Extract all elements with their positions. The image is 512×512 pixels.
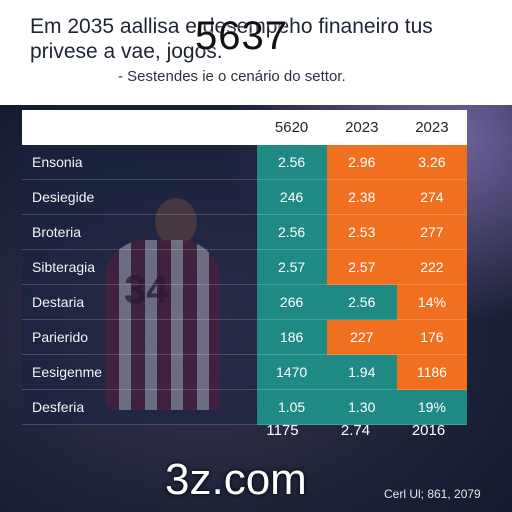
table-cell: 14%	[396, 284, 467, 320]
total-value: 2.74	[340, 422, 371, 439]
table-cell: 1.30	[326, 389, 397, 425]
table-header-blank	[22, 110, 257, 145]
row-label: Desiegide	[22, 179, 257, 215]
table-cell: 274	[396, 179, 467, 215]
table-row: Sibteragia 2.57 2.57 222	[22, 249, 467, 285]
page-subtitle: - Sestendes ie o cenário do settor.	[118, 68, 346, 85]
column-header: 5620	[256, 110, 327, 145]
table-cell: 2.56	[256, 145, 327, 180]
table-cell: 186	[256, 319, 327, 355]
table-cell: 266	[256, 284, 327, 320]
footnote: Cerl Ul; 861, 2079	[384, 487, 481, 501]
table-cell: 176	[396, 319, 467, 355]
header-panel: Em 2035 aallisa e desempeho finaneiro tu…	[0, 0, 512, 105]
table-row: Destaria 266 2.56 14%	[22, 284, 467, 320]
table-cell: 2.96	[326, 145, 397, 180]
table-cell: 2.56	[256, 214, 327, 250]
table-cell: 3.26	[396, 145, 467, 180]
table-cell: 222	[396, 249, 467, 285]
page-title: Em 2035 aallisa e desempeho finaneiro tu…	[30, 15, 433, 63]
table-row: Desferia 1.05 1.30 19%	[22, 389, 467, 425]
row-label: Sibteragia	[22, 249, 257, 285]
row-label: Broteria	[22, 214, 257, 250]
row-label: Parierido	[22, 319, 257, 355]
table-cell: 2.38	[326, 179, 397, 215]
row-label: Destaria	[22, 284, 257, 320]
table-row: Ensonia 2.56 2.96 3.26	[22, 145, 467, 180]
table-cell: 2.53	[326, 214, 397, 250]
table-cell: 277	[396, 214, 467, 250]
watermark: 3z.com	[165, 455, 307, 504]
table-cell: 227	[326, 319, 397, 355]
table-cell: 1186	[396, 354, 467, 390]
table-cell: 1.94	[326, 354, 397, 390]
row-label: Desferia	[22, 389, 257, 425]
table-row: Parierido 186 227 176	[22, 319, 467, 355]
overlay-number: 5637	[195, 14, 288, 58]
totals-row: 1175 2.74 2016	[246, 422, 467, 439]
table-cell: 246	[256, 179, 327, 215]
column-header: 2023	[396, 110, 467, 145]
table-cell: 1.05	[256, 389, 327, 425]
column-header: 2023	[326, 110, 397, 145]
table-row: Desiegide 246 2.38 274	[22, 179, 467, 215]
table-cell: 2.56	[326, 284, 397, 320]
total-value: 2016	[411, 422, 446, 439]
table-cell: 19%	[396, 389, 467, 425]
table-cell: 1470	[256, 354, 327, 390]
total-value: 1175	[266, 422, 299, 439]
row-label: Ensonia	[22, 145, 257, 180]
table-row: Eesigenme 1470 1.94 1186	[22, 354, 467, 390]
table-header-row: 5620 2023 2023	[22, 110, 467, 145]
row-label: Eesigenme	[22, 354, 257, 390]
table-cell: 2.57	[256, 249, 327, 285]
table-row: Broteria 2.56 2.53 277	[22, 214, 467, 250]
data-table: 5620 2023 2023 Ensonia 2.56 2.96 3.26 Desieg…	[22, 110, 467, 425]
table-cell: 2.57	[326, 249, 397, 285]
